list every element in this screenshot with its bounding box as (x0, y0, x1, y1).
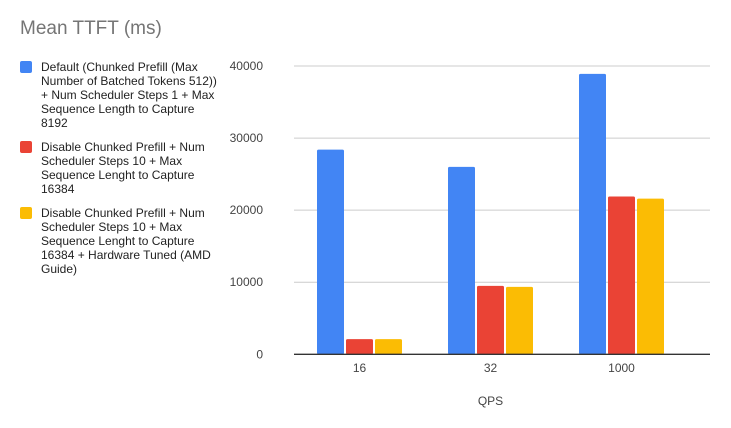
bar-0-1 (448, 166, 475, 355)
bar-2-2 (637, 198, 664, 355)
chart-title: Mean TTFT (ms) (20, 18, 162, 39)
x-tick-label: 16 (353, 361, 367, 375)
legend-item-2: Disable Chunked Prefill + Num Scheduler … (20, 206, 221, 276)
y-tick-label: 30000 (230, 131, 264, 145)
y-tick-label: 20000 (230, 203, 264, 217)
bar-0-2 (579, 73, 606, 355)
bar-2-1 (506, 286, 533, 355)
y-tick-label: 0 (256, 347, 263, 361)
legend-swatch (20, 141, 32, 153)
legend-label: Default (Chunked Prefill (Max Number of … (41, 60, 217, 130)
x-tick-label: 1000 (608, 361, 635, 375)
legend-swatch (20, 61, 32, 73)
y-tick-label: 10000 (230, 275, 264, 289)
legend-label: Disable Chunked Prefill + Num Scheduler … (41, 206, 211, 276)
bar-1-1 (477, 285, 504, 355)
bar-1-2 (608, 196, 635, 355)
legend-item-0: Default (Chunked Prefill (Max Number of … (20, 60, 221, 130)
legend-label: Disable Chunked Prefill + Num Scheduler … (41, 140, 205, 196)
legend-swatch (20, 207, 32, 219)
x-tick-label: 32 (484, 361, 498, 375)
y-tick-label: 40000 (230, 59, 264, 73)
x-axis-label: QPS (478, 394, 503, 408)
legend-item-1: Disable Chunked Prefill + Num Scheduler … (20, 140, 221, 196)
bar-0-0 (317, 149, 344, 355)
bar-1-0 (346, 339, 373, 355)
bar-2-0 (375, 339, 402, 355)
